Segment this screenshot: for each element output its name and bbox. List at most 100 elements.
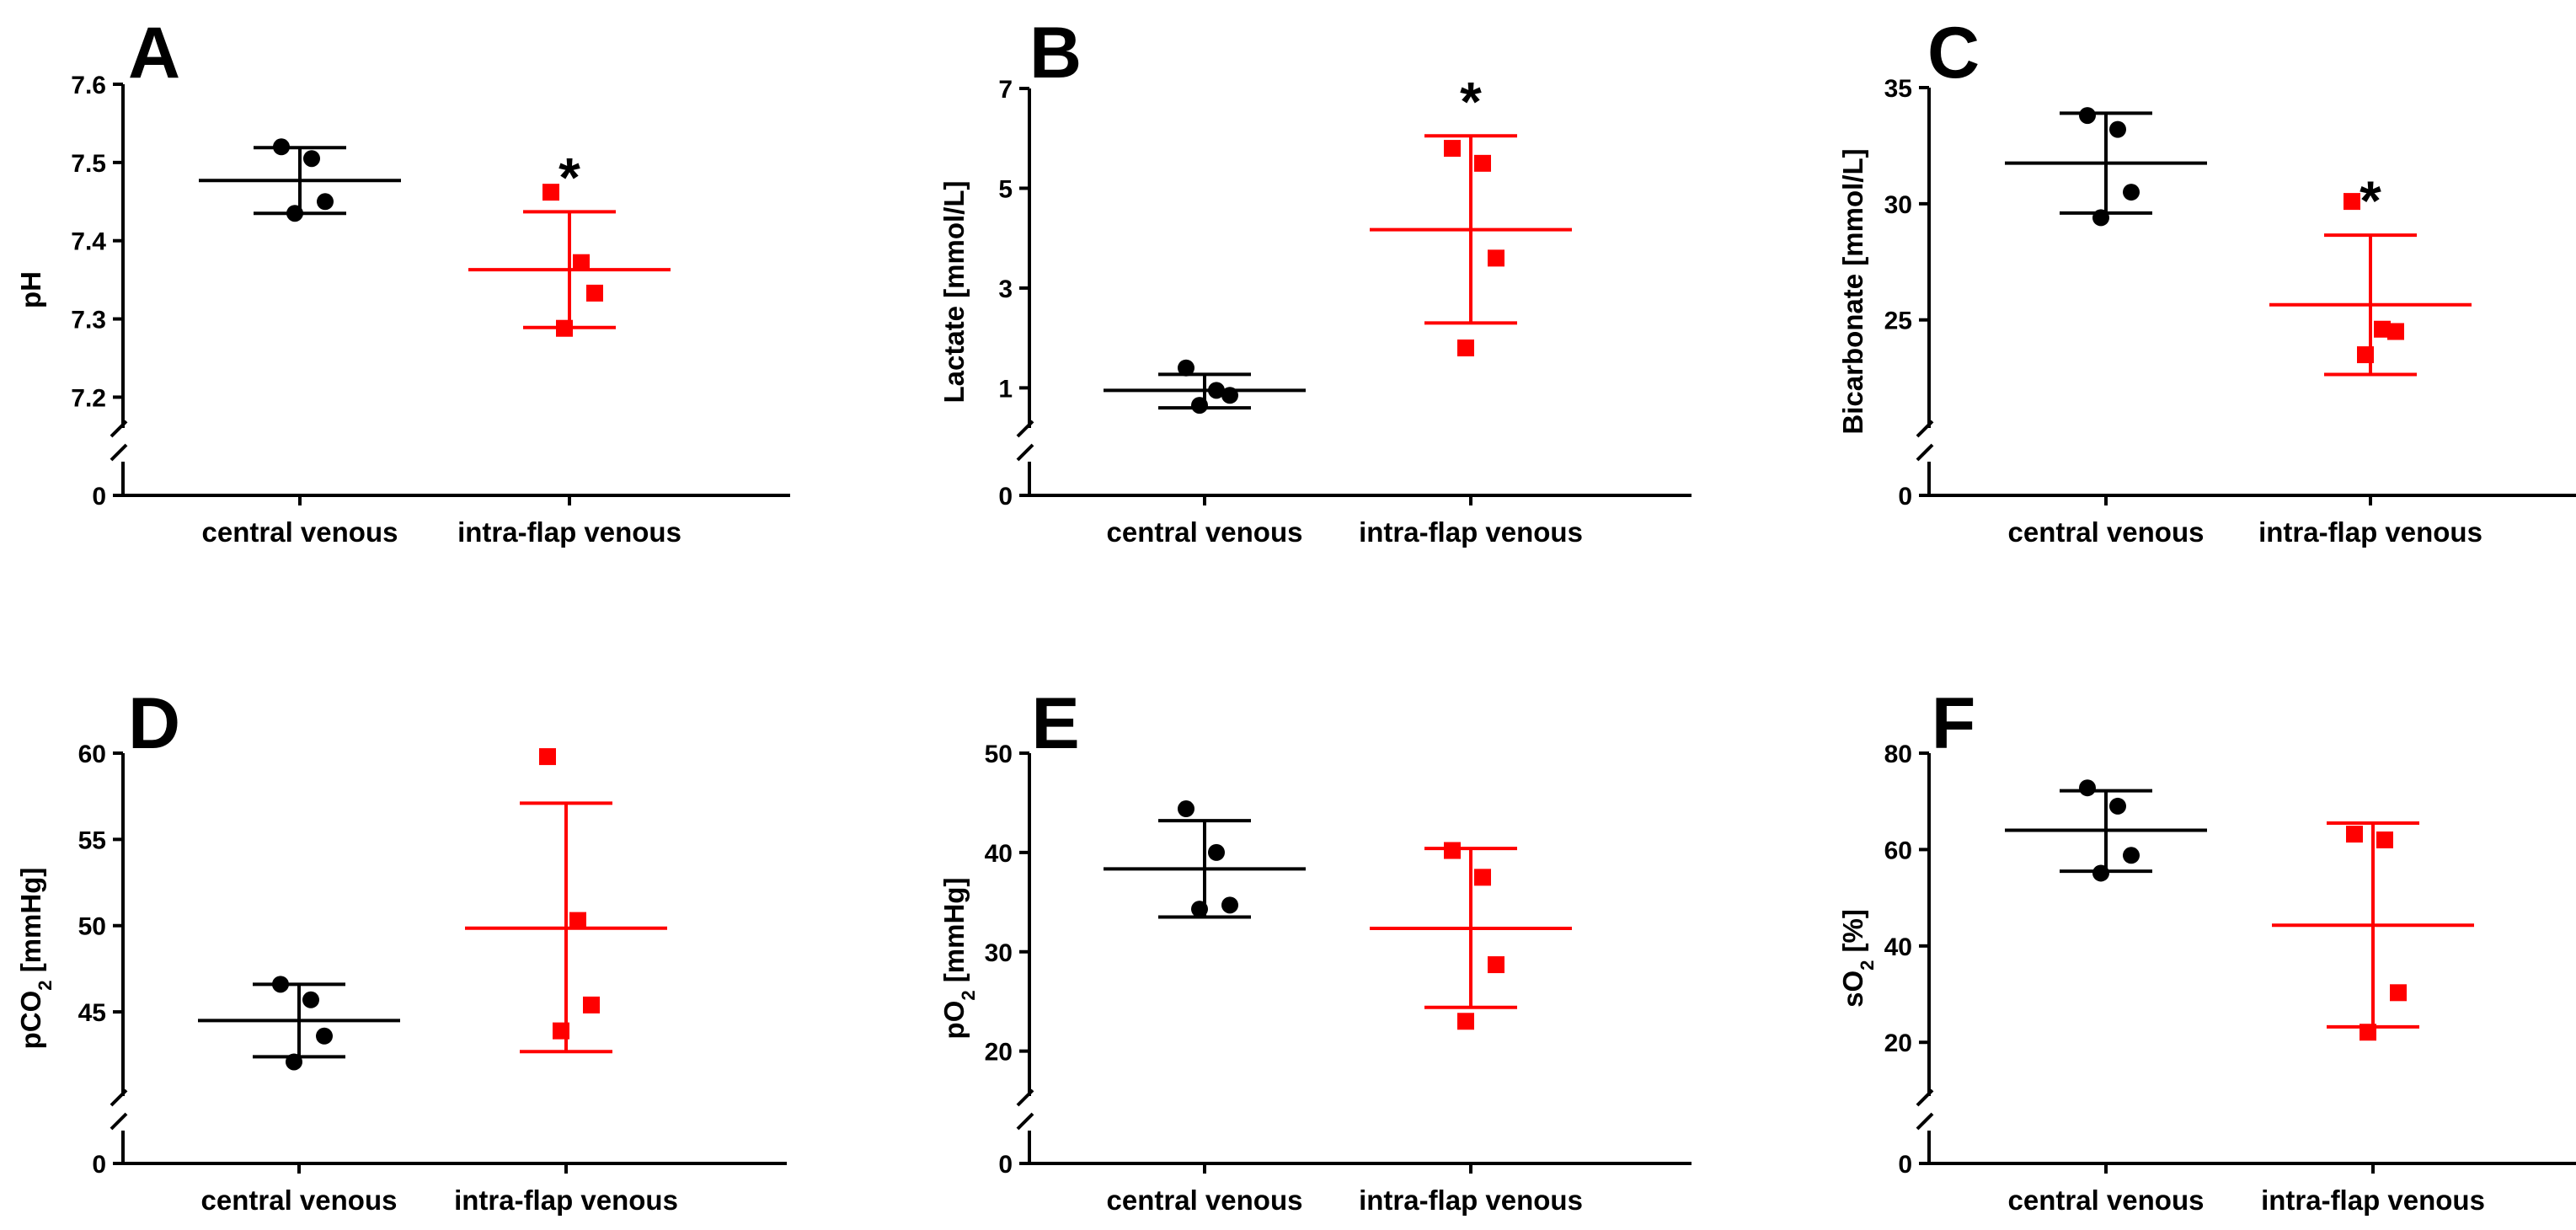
axis-break-mark xyxy=(1916,443,1934,462)
panel-a: A 0 7.2 7.3 7.4 7.5 7.6 central venous intra-fla… xyxy=(15,13,790,548)
x-category-label: intra-flap venous xyxy=(2258,516,2482,548)
y-tick-label: 80 xyxy=(1884,741,1912,768)
data-point xyxy=(273,138,290,156)
y-axis-label: pH xyxy=(15,271,46,308)
data-point xyxy=(2092,209,2109,227)
y-tick-label-zero: 0 xyxy=(92,1151,106,1179)
significance-marker: * xyxy=(2360,169,2381,232)
y-tick-label-zero: 0 xyxy=(1898,1151,1912,1179)
y-tick-label: 7.5 xyxy=(71,150,106,178)
data-point xyxy=(2360,1024,2376,1041)
y-tick-label: 30 xyxy=(985,939,1013,967)
data-point xyxy=(1221,387,1238,404)
y-tick-label: 60 xyxy=(78,741,106,768)
y-tick-label-zero: 0 xyxy=(998,1151,1013,1179)
significance-marker: * xyxy=(558,146,580,208)
data-point xyxy=(1474,154,1491,172)
x-category-label: central venous xyxy=(202,516,398,548)
data-point xyxy=(317,193,334,211)
y-axis-label-main: Lactate [mmol/L] xyxy=(938,180,970,403)
x-category-label: intra-flap venous xyxy=(2261,1185,2485,1216)
y-axis-label-main: pO xyxy=(938,1001,970,1040)
y-axis-label: pCO2 [mmHg] xyxy=(15,868,56,1050)
y-tick-label: 5 xyxy=(998,175,1013,203)
axis-break-mark xyxy=(1916,1088,1934,1107)
series-central-venous xyxy=(1104,800,1306,919)
data-point xyxy=(272,976,289,993)
y-axis-label: Lactate [mmol/L] xyxy=(938,180,970,403)
axis-break-mark xyxy=(110,443,128,462)
data-point xyxy=(303,150,320,168)
y-tick-label: 1 xyxy=(998,375,1013,403)
y-axis-label: sO2 [%] xyxy=(1837,909,1878,1008)
data-point xyxy=(316,1027,333,1045)
data-point xyxy=(2387,323,2404,340)
data-point xyxy=(1221,896,1238,914)
data-point xyxy=(556,319,573,337)
significance-marker: * xyxy=(1460,70,1482,132)
y-axis-label-unit: [%] xyxy=(1837,909,1868,960)
y-tick-label: 40 xyxy=(985,840,1013,868)
x-category-label: central venous xyxy=(2008,1185,2205,1216)
panel-letter: D xyxy=(128,683,180,764)
panel-letter: F xyxy=(1932,683,1976,764)
data-point xyxy=(286,1053,302,1071)
data-point xyxy=(1457,1013,1474,1030)
panel-letter: A xyxy=(128,13,180,94)
y-axis-label-subscript: 2 xyxy=(35,980,56,990)
y-tick-label: 7.6 xyxy=(71,72,106,99)
series-central-venous xyxy=(1104,359,1306,414)
y-tick-label: 7.4 xyxy=(71,228,106,256)
panel-b: B 0 1 3 5 7 central venous intra-flap venous Lac… xyxy=(938,13,1692,548)
panel-d: D 0 45 50 55 60 central venous intra-flap venou… xyxy=(15,683,787,1216)
data-point xyxy=(1488,956,1504,974)
x-category-label: intra-flap venous xyxy=(1359,516,1583,548)
data-point xyxy=(539,748,556,766)
data-point xyxy=(586,284,603,302)
series-intra-flap-venous xyxy=(2272,821,2474,1041)
axis-break-mark xyxy=(110,1112,128,1131)
y-axis-label-unit: [mmHg] xyxy=(15,868,46,981)
data-point xyxy=(286,205,303,222)
x-category-label: central venous xyxy=(1107,516,1303,548)
data-point xyxy=(1208,843,1225,861)
y-axis-label: pO2 [mmHg] xyxy=(938,878,979,1040)
series-intra-flap-venous: * xyxy=(2269,169,2472,377)
data-point xyxy=(1191,397,1208,414)
series-intra-flap-venous xyxy=(1370,842,1572,1030)
y-axis-label-main: pCO xyxy=(15,991,46,1050)
axis-break-mark xyxy=(1916,420,1934,438)
data-point xyxy=(1488,249,1504,267)
series-central-venous xyxy=(198,976,400,1071)
axis-break-mark xyxy=(110,1088,128,1107)
y-tick-label: 3 xyxy=(998,275,1013,303)
y-axis-label-main: pH xyxy=(15,271,46,308)
y-tick-label: 50 xyxy=(78,913,106,941)
data-point xyxy=(1444,140,1461,158)
x-category-label: central venous xyxy=(2008,516,2205,548)
panel-letter: C xyxy=(1927,13,1980,94)
y-tick-label: 7 xyxy=(998,76,1013,104)
y-tick-label: 20 xyxy=(985,1039,1013,1067)
panel-letter: E xyxy=(1031,683,1079,764)
y-tick-label-zero: 0 xyxy=(998,483,1013,511)
data-point xyxy=(1444,842,1461,859)
y-tick-label: 25 xyxy=(1884,308,1912,335)
y-tick-label: 40 xyxy=(1884,933,1912,961)
data-point xyxy=(302,991,319,1008)
y-tick-label: 30 xyxy=(1884,191,1912,219)
y-axis-label-subscript: 2 xyxy=(1857,960,1878,971)
data-point xyxy=(573,254,590,271)
axis-break-mark xyxy=(1016,443,1034,462)
y-tick-label: 20 xyxy=(1884,1029,1912,1057)
data-point xyxy=(2346,826,2363,843)
data-point xyxy=(569,912,586,929)
x-category-label: central venous xyxy=(201,1185,398,1216)
y-tick-label: 45 xyxy=(78,999,106,1027)
axis-break-mark xyxy=(1016,420,1034,438)
data-point xyxy=(2079,779,2096,797)
series-central-venous xyxy=(199,138,401,222)
data-point xyxy=(2079,107,2096,125)
